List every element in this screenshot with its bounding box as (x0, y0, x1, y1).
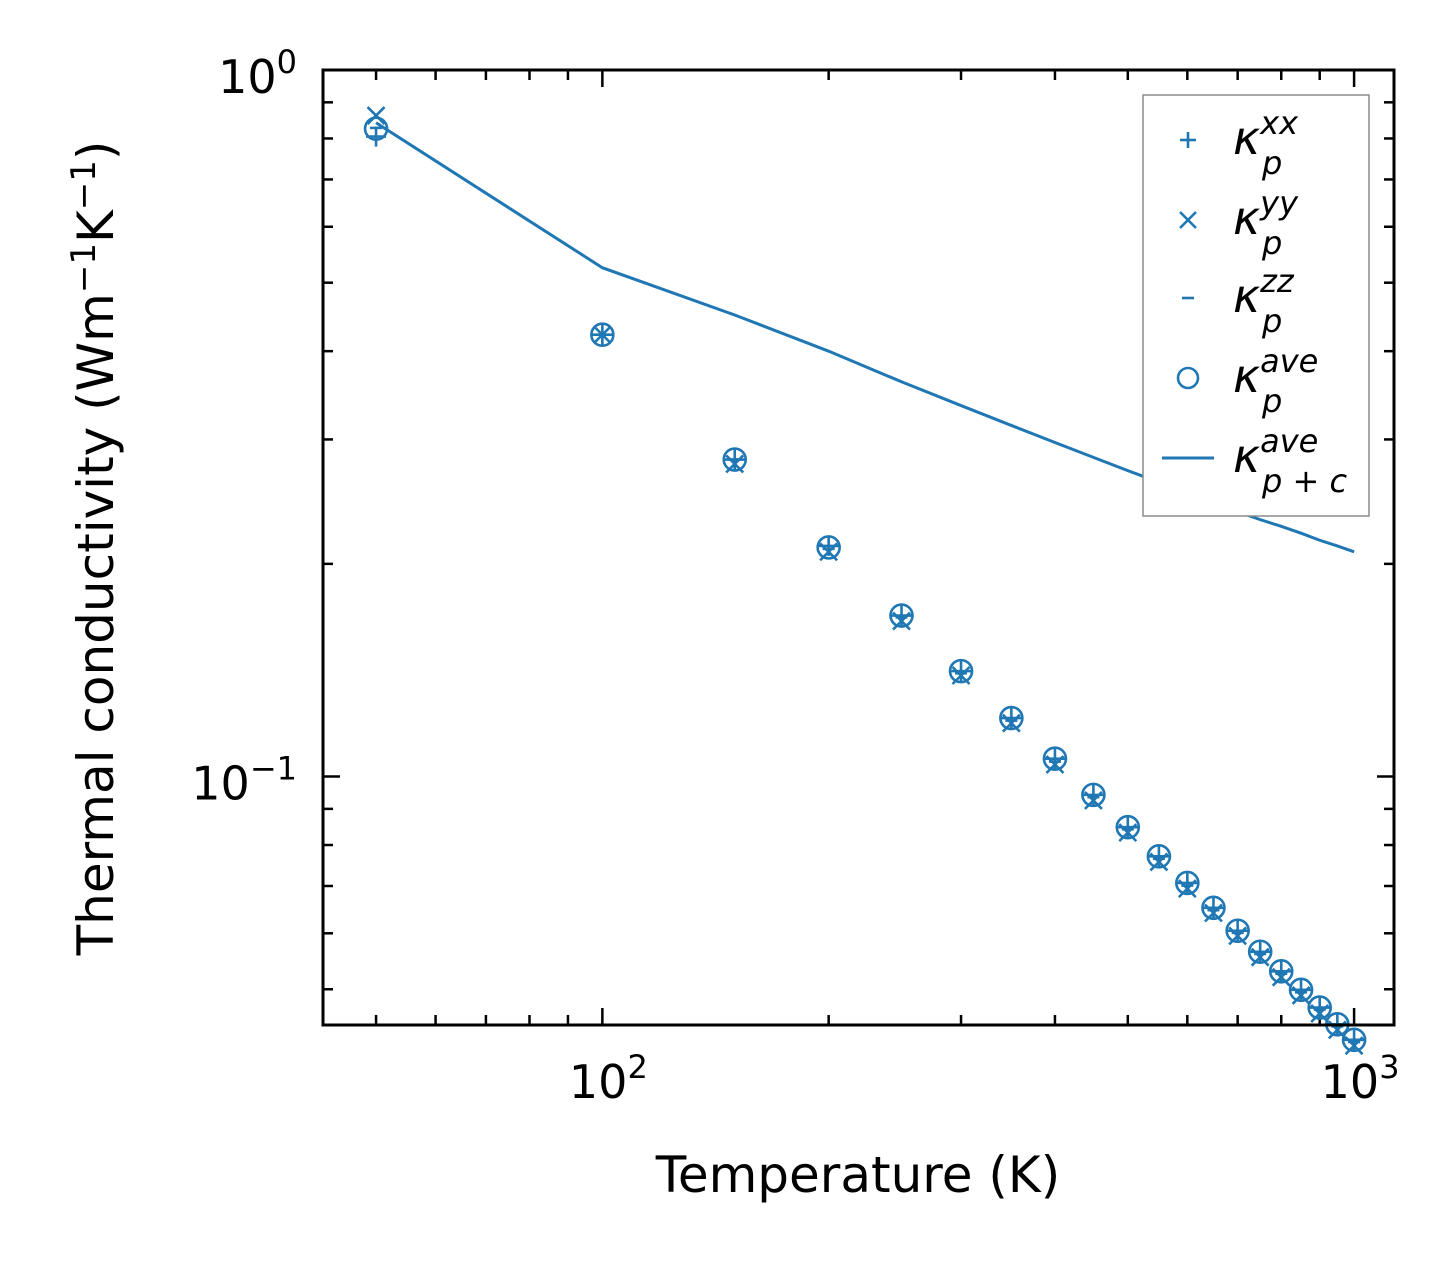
x-marker (1045, 755, 1065, 774)
circle-marker (1341, 1027, 1367, 1053)
circle-marker (1146, 844, 1172, 869)
legend-frame (1142, 94, 1370, 517)
x-marker (1177, 879, 1197, 899)
circle-marker (1307, 995, 1333, 1020)
series-zz (370, 126, 1361, 1044)
axis-tick-labels: 102 103 10−1 100 (191, 43, 1399, 1109)
x-marker (1179, 211, 1197, 229)
x-marker (1250, 947, 1270, 967)
circle-marker (889, 603, 914, 628)
x-tick-label: 103 (1321, 1048, 1400, 1109)
x-marker (1118, 823, 1138, 843)
legend-label: κave p (1233, 342, 1318, 420)
circle-marker (722, 447, 748, 472)
x-axis-label: Temperature (K) (655, 1146, 1060, 1204)
x-marker (1083, 791, 1103, 810)
legend-label: κzz p (1233, 262, 1295, 340)
legend-entry: κave p (1176, 342, 1318, 420)
x-marker (1149, 852, 1169, 872)
legend-entry: κave p + c (1162, 422, 1347, 500)
circle-marker (1115, 814, 1141, 840)
series-ave (363, 116, 1367, 1053)
circle-marker (948, 658, 974, 684)
y-axis-label: Thermal conductivity (Wm−1K−1) (64, 141, 125, 957)
legend-entry: κyy p (1179, 184, 1299, 262)
y-tick-label: 10−1 (191, 750, 297, 811)
circle-marker (1247, 939, 1273, 965)
circle-marker (999, 705, 1024, 731)
x-tick-label: 102 (569, 1048, 648, 1109)
x-marker (892, 611, 911, 631)
legend-label: κave p + c (1233, 422, 1347, 500)
circle-marker (1081, 782, 1106, 808)
circle-marker (816, 535, 841, 560)
legend-entry: κxx p (1180, 104, 1299, 182)
circle-marker (1288, 977, 1314, 1003)
legend-label: κyy p (1233, 184, 1299, 262)
circle-marker (1042, 746, 1068, 771)
legend-label: κxx p (1233, 104, 1299, 182)
y-tick-label: 100 (218, 43, 297, 104)
x-marker (1291, 986, 1311, 1005)
plus-marker (1180, 132, 1196, 148)
plus-marker (951, 661, 972, 682)
circle-marker (590, 322, 615, 348)
circle-marker (1175, 870, 1200, 896)
circle-marker (1268, 959, 1294, 984)
x-marker (366, 106, 386, 125)
circle-marker (1201, 895, 1226, 921)
series-yy (366, 106, 1364, 1056)
axes-frame (321, 68, 1396, 1027)
x-marker (1344, 1036, 1364, 1056)
circle-marker (1176, 366, 1200, 390)
x-marker (1271, 967, 1291, 987)
axis-ticks (323, 68, 1394, 1025)
x-marker (1310, 1004, 1330, 1023)
legend-entry: κzz p (1182, 262, 1295, 340)
circle-marker (1225, 918, 1250, 944)
